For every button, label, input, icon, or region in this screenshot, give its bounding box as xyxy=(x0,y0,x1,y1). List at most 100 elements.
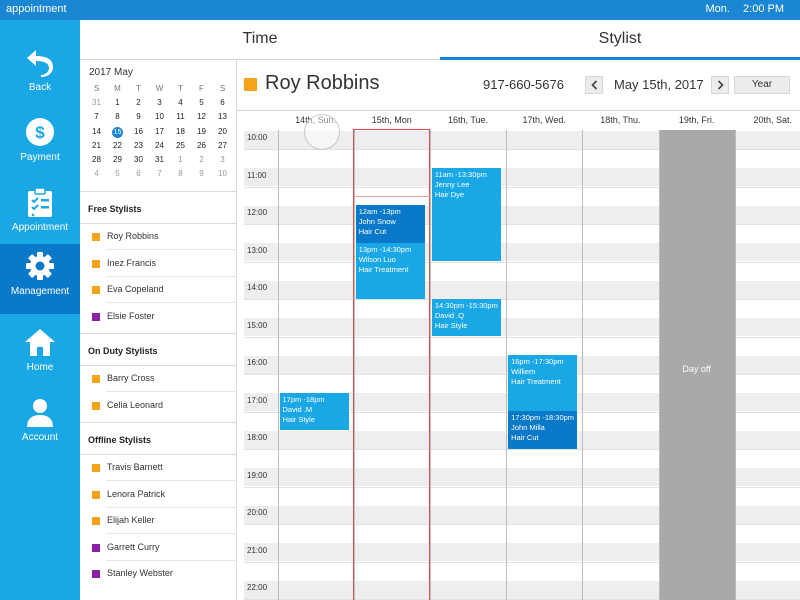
calendar-day-today[interactable]: 15 xyxy=(107,125,128,139)
calendar-day[interactable]: 28 xyxy=(86,153,107,167)
calendar-day[interactable]: 1 xyxy=(170,153,191,167)
stylist-color-swatch xyxy=(92,233,100,241)
day-header[interactable]: 15th, Mon xyxy=(371,115,412,125)
calendar-day[interactable]: 19 xyxy=(191,125,212,139)
stylist-item[interactable]: Barry Cross xyxy=(80,366,237,392)
stylist-item[interactable]: Garrett Curry xyxy=(80,535,237,561)
calendar-day[interactable]: 27 xyxy=(212,139,233,153)
appointment-client: David .M xyxy=(282,404,313,414)
stylist-item[interactable]: Eva Copeland xyxy=(80,277,237,303)
nav-label: Account xyxy=(21,432,59,443)
calendar-day[interactable]: 22 xyxy=(107,139,128,153)
time-label: 19:00 xyxy=(247,470,268,480)
appointment-block[interactable]: 12am -13pm John Snow Hair Cut xyxy=(355,205,425,243)
tab-time[interactable]: Time xyxy=(242,30,278,47)
stylist-color-swatch xyxy=(92,570,100,578)
calendar-day[interactable]: 1 xyxy=(107,96,128,110)
calendar-day[interactable]: 5 xyxy=(191,96,212,110)
stylist-item[interactable]: Elsie Foster xyxy=(80,304,237,330)
calendar-day[interactable]: 30 xyxy=(128,153,149,167)
calendar-day[interactable]: 6 xyxy=(212,96,233,110)
calendar-day[interactable]: 9 xyxy=(128,110,149,124)
calendar-day[interactable]: 8 xyxy=(107,110,128,124)
calendar-day-number: 31 xyxy=(155,155,164,164)
calendar-day[interactable]: 2 xyxy=(128,96,149,110)
column-divider xyxy=(429,130,431,600)
stylist-section-title: Free Stylists xyxy=(88,204,142,214)
calendar-day[interactable]: 25 xyxy=(170,139,191,153)
calendar-day[interactable]: 26 xyxy=(191,139,212,153)
calendar-day[interactable]: 14 xyxy=(86,125,107,139)
calendar-day[interactable]: 3 xyxy=(149,96,170,110)
tab-stylist[interactable]: Stylist xyxy=(440,20,800,60)
calendar-day-number: 5 xyxy=(199,98,204,108)
nav-home-button[interactable]: Home xyxy=(0,320,80,390)
calendar-day[interactable]: 23 xyxy=(128,139,149,153)
calendar-day[interactable]: 29 xyxy=(107,153,128,167)
stylist-item[interactable]: Stanley Webster xyxy=(80,561,237,587)
time-label: 15:00 xyxy=(247,320,268,330)
calendar-day[interactable]: 10 xyxy=(149,110,170,124)
section-divider xyxy=(80,191,237,192)
nav-account-button[interactable]: Account xyxy=(0,390,80,460)
day-header[interactable]: 16th, Tue. xyxy=(447,115,488,125)
calendar-day[interactable]: 20 xyxy=(212,125,233,139)
nav-payment-button[interactable]: $ Payment xyxy=(0,110,80,180)
appointment-block[interactable]: 17:30pm -18:30pm John Milla Hair Cut xyxy=(508,411,578,449)
nav-appointment-button[interactable]: Appointment xyxy=(0,180,80,250)
calendar-day[interactable]: 4 xyxy=(86,167,107,181)
calendar-day[interactable]: 7 xyxy=(149,167,170,181)
stylist-color-swatch xyxy=(92,464,100,472)
calendar-day-number: 17 xyxy=(155,126,164,136)
calendar-day-number: 19 xyxy=(197,126,206,136)
calendar-day[interactable]: 31 xyxy=(86,96,107,110)
calendar-day[interactable]: 21 xyxy=(86,139,107,153)
appointment-block[interactable]: 11am -13:30pm Jenny Lee Hair Dye xyxy=(431,167,502,262)
calendar-day[interactable]: 5 xyxy=(107,167,128,181)
appointment-block[interactable]: 16pm -17:30pm Williem Hair Treatment xyxy=(508,355,578,412)
calendar-day[interactable]: 6 xyxy=(128,167,149,181)
calendar-day[interactable]: 18 xyxy=(170,125,191,139)
calendar-day[interactable]: 10 xyxy=(212,167,233,181)
day-header[interactable]: 19th, Fri. xyxy=(678,115,715,125)
calendar-day[interactable]: 24 xyxy=(149,139,170,153)
appointment-client: David .Q xyxy=(434,310,465,320)
calendar-day[interactable]: 3 xyxy=(212,153,233,167)
day-header[interactable]: 17th, Wed. xyxy=(522,115,566,125)
status-day: Mon. xyxy=(705,3,730,15)
calendar-day[interactable]: 17 xyxy=(149,125,170,139)
stylist-item[interactable]: Lenora Patrick xyxy=(80,482,237,508)
calendar-day[interactable]: 9 xyxy=(191,167,212,181)
time-label: 10:00 xyxy=(247,133,268,142)
stylist-item[interactable]: Inez Francis xyxy=(80,251,237,277)
appointment-block[interactable]: 13pm -14:30pm Wilson Luo Hair Treatment xyxy=(355,242,425,299)
day-header[interactable]: 20th, Sat. xyxy=(753,115,793,125)
calendar-day[interactable]: 31 xyxy=(149,153,170,167)
status-bar: appointment Mon. 2:00 PM xyxy=(0,0,800,20)
year-button[interactable]: Year xyxy=(734,76,790,94)
appointment-time: 13pm -14:30pm xyxy=(358,244,412,254)
day-header[interactable]: 18th, Thu. xyxy=(600,115,641,125)
calendar-day[interactable]: 12 xyxy=(191,110,212,124)
next-day-button[interactable] xyxy=(711,76,729,94)
calendar-day[interactable]: 13 xyxy=(212,110,233,124)
nav-management-button[interactable]: Management xyxy=(0,244,80,314)
stylist-name: Celia Leonard xyxy=(107,399,164,410)
nav-back-button[interactable]: Back xyxy=(0,40,80,110)
calendar-day[interactable]: 2 xyxy=(191,153,212,167)
calendar-day[interactable]: 7 xyxy=(86,110,107,124)
stylist-item[interactable]: Celia Leonard xyxy=(80,393,237,419)
prev-day-button[interactable] xyxy=(585,76,603,94)
view-tabs: Time Stylist xyxy=(80,20,800,60)
appointment-block[interactable]: 17pm -18pm David .M Hair Style xyxy=(279,392,349,430)
calendar-day[interactable]: 8 xyxy=(170,167,191,181)
calendar-day[interactable]: 4 xyxy=(170,96,191,110)
stylist-item[interactable]: Roy Robbins xyxy=(80,224,237,250)
calendar-day[interactable]: 11 xyxy=(170,110,191,124)
stylist-item[interactable]: Travis Barnett xyxy=(80,455,237,481)
appointment-service: Hair Cut xyxy=(358,227,387,236)
appointment-block[interactable]: 14:30pm -15:30pm David .Q Hair Style xyxy=(431,298,502,337)
stylist-item[interactable]: Elijah Keller xyxy=(80,508,237,534)
calendar-day[interactable]: 16 xyxy=(128,125,149,139)
column-divider xyxy=(734,130,736,600)
